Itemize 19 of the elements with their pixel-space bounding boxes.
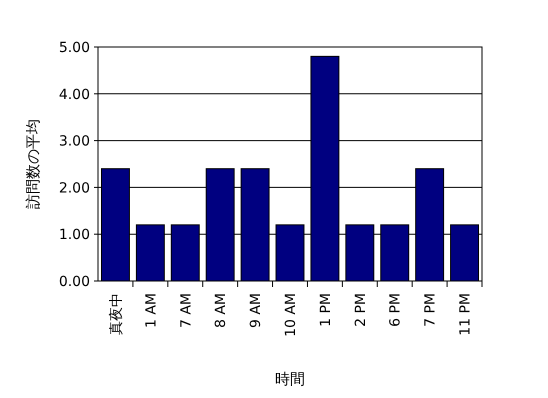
x-tick-label: 8 AM: [213, 293, 230, 328]
y-tick-label: 0.00: [58, 274, 90, 290]
y-axis-title: 訪問数の平均: [24, 119, 42, 209]
y-tick-label: 5.00: [58, 40, 90, 56]
x-tick-label: 11 PM: [458, 293, 474, 336]
y-tick-label: 1.00: [58, 227, 90, 244]
y-tick-label: 3.00: [58, 134, 90, 150]
x-axis-title: 時間: [275, 370, 305, 388]
x-tick-label: 1 AM: [143, 293, 160, 328]
x-tick-label: 9 AM: [248, 293, 264, 328]
x-tick-label: 6 PM: [388, 293, 404, 327]
y-tick-label: 4.00: [58, 86, 90, 103]
x-tick-label: 7 AM: [178, 293, 194, 328]
x-tick-label: 7 PM: [422, 293, 439, 327]
x-tick-label: 1 PM: [318, 293, 334, 327]
y-tick-label: 2.00: [58, 180, 90, 196]
x-tick-label: 真夜中: [108, 293, 124, 335]
x-tick-label: 10 AM: [283, 293, 299, 337]
x-tick-label: 2 PM: [352, 293, 369, 327]
